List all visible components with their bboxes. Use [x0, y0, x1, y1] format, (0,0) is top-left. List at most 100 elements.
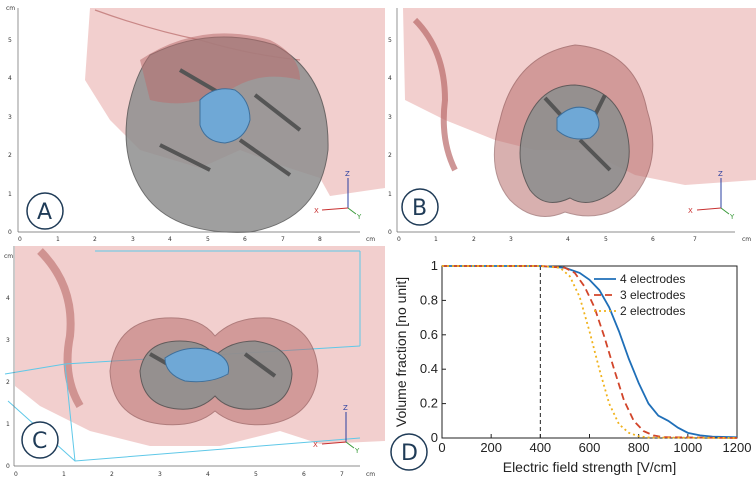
x-tick: 3: [158, 471, 162, 478]
x-tick: 7: [693, 236, 697, 243]
electrode-3: [578, 138, 612, 172]
x-tick: 0: [14, 471, 18, 478]
y-tick: 2: [6, 379, 10, 386]
panel-a-render: 0 1 2 3 4 5 6 7 8 cm 0 1 2 3 4 5 cm Z X …: [6, 5, 385, 243]
y-tick: 4: [8, 75, 12, 82]
x-tick: 0: [18, 236, 22, 243]
y-tick-label: 0.4: [420, 361, 438, 376]
electrode-2: [243, 352, 277, 378]
x-tick: 3: [131, 236, 135, 243]
panel-b: 0 1 2 3 4 5 6 7 cm 0 1 2 3 4 5 Z X Y B: [385, 0, 756, 246]
y-tick: 3: [8, 114, 12, 121]
x-tick: 8: [318, 236, 322, 243]
x-tick: 0: [397, 236, 401, 243]
y-unit: cm: [6, 5, 15, 12]
panel-badge: [21, 421, 59, 459]
x-tick: 3: [509, 236, 513, 243]
y-tick: 2: [388, 152, 392, 159]
electrode-2: [253, 93, 302, 132]
series-line: [442, 265, 738, 439]
orientation-triad: Z X Y: [314, 170, 362, 221]
x-tick-label: 1200: [723, 440, 752, 455]
z-axis-label: Z: [345, 170, 350, 178]
y-tick: 0: [388, 229, 392, 236]
x-tick: 4: [566, 236, 570, 243]
x-tick: 7: [281, 236, 285, 243]
y-tick: 3: [6, 337, 10, 344]
y-tick: 1: [8, 191, 12, 198]
y-axis-label: Y: [354, 447, 360, 455]
tumor: [556, 106, 600, 140]
y-unit: cm: [4, 253, 13, 260]
orientation-triad: Z X Y: [688, 170, 735, 221]
panel-c: 0 1 2 3 4 5 6 7 cm 0 1 2 3 4 cm Z X Y C: [0, 246, 385, 480]
tissue-vessel: [37, 248, 84, 409]
x-tick-label: 800: [628, 440, 650, 455]
x-tick: 2: [93, 236, 97, 243]
y-tick: 4: [6, 295, 10, 302]
x-tick: 1: [62, 471, 66, 478]
electrode-4: [238, 138, 292, 177]
y-tick: 5: [8, 37, 12, 44]
x-tick: 5: [254, 471, 258, 478]
y-axis-title: Volume fraction [no unit]: [393, 277, 409, 427]
orientation-triad: Z X Y: [313, 404, 360, 455]
x-tick: 7: [340, 471, 344, 478]
z-axis-label: Z: [343, 404, 348, 412]
x-tick-label: 0: [438, 440, 445, 455]
y-tick: 5: [388, 37, 392, 44]
y-axis-label: Y: [729, 213, 735, 221]
x-tick: 2: [472, 236, 476, 243]
x-tick: 5: [206, 236, 210, 243]
ablation-zone: [519, 84, 630, 203]
x-tick: 4: [168, 236, 172, 243]
x-axis-label: X: [688, 207, 693, 215]
legend-label: 3 electrodes: [620, 288, 685, 302]
x-tick-label: 1000: [673, 440, 702, 455]
x-axis-title: Electric field strength [V/cm]: [503, 459, 677, 475]
x-tick: 1: [434, 236, 438, 243]
panel-a: 0 1 2 3 4 5 6 7 8 cm 0 1 2 3 4 5 cm Z X …: [0, 0, 385, 246]
plot-frame: [441, 265, 738, 439]
y-axis-label: Y: [356, 213, 362, 221]
x-tick: 6: [651, 236, 655, 243]
x-tick-label: 600: [579, 440, 601, 455]
panel-badge: [26, 192, 64, 230]
y-tick-label: 0.8: [420, 292, 438, 307]
x-tick-label: 400: [529, 440, 551, 455]
panel-badge: [390, 433, 428, 471]
x-unit: cm: [742, 236, 751, 243]
tumor: [199, 88, 251, 144]
z-axis-label: Z: [718, 170, 723, 178]
series-line: [442, 265, 738, 439]
panel-label: C: [32, 429, 47, 454]
y-tick-label: 0.2: [420, 396, 438, 411]
series-line: [442, 265, 738, 439]
y-tick: 0: [8, 229, 12, 236]
x-tick-label: 200: [480, 440, 502, 455]
legend-label: 4 electrodes: [620, 272, 685, 286]
y-tick-label: 0.6: [420, 327, 438, 342]
panel-label: D: [401, 441, 418, 466]
panel-d: 0 200 400 600 800 1000 1200 0 0.2 0.4 0.6 0.8 1 4 el…: [385, 246, 756, 480]
y-tick: 0: [6, 463, 10, 470]
x-axis-label: X: [314, 207, 319, 215]
x-unit: cm: [366, 236, 375, 243]
y-tick: 3: [388, 114, 392, 121]
y-tick-label: 0: [431, 430, 438, 445]
tumor: [164, 347, 230, 383]
x-tick: 5: [604, 236, 608, 243]
x-tick: 2: [110, 471, 114, 478]
volume-fraction-chart: 0 200 400 600 800 1000 1200 0 0.2 0.4 0.6 0.8 1 4 el…: [390, 258, 752, 475]
x-tick: 1: [56, 236, 60, 243]
x-unit: cm: [366, 471, 375, 478]
x-tick: 6: [302, 471, 306, 478]
bounding-box-line: [64, 363, 76, 462]
x-axis-label: X: [313, 441, 318, 449]
panel-label: A: [37, 200, 52, 225]
tissue-vessel: [412, 17, 458, 172]
x-tick: 6: [243, 236, 247, 243]
panel-badge: [401, 188, 439, 226]
panel-c-render: 0 1 2 3 4 5 6 7 cm 0 1 2 3 4 cm Z X Y C: [4, 246, 385, 478]
x-tick: 4: [206, 471, 210, 478]
